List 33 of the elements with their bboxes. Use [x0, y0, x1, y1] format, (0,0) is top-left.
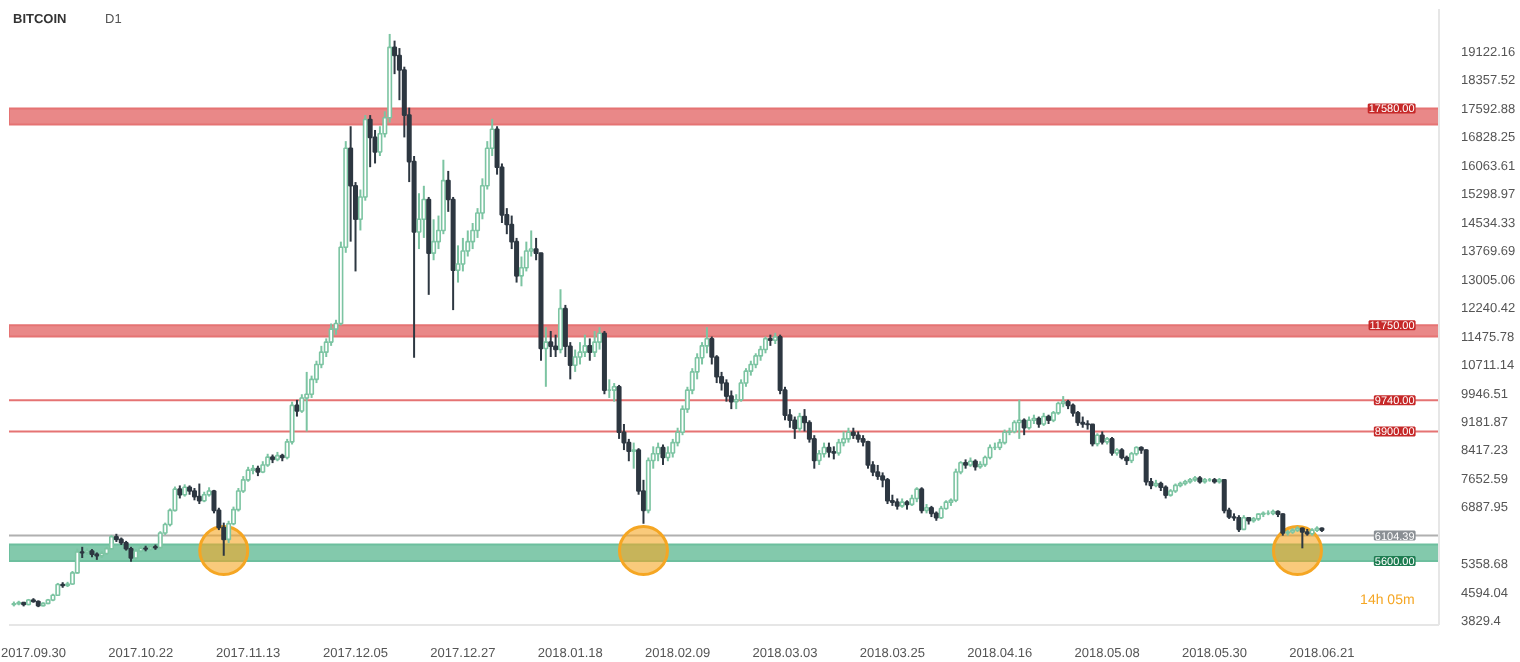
candlestick: [1299, 526, 1305, 550]
candlestick: [1109, 436, 1115, 457]
candlestick: [577, 341, 583, 366]
candlestick: [367, 114, 373, 169]
candlestick: [1221, 478, 1227, 515]
candlestick: [592, 329, 598, 359]
candlestick: [865, 439, 871, 470]
candlestick: [582, 333, 588, 359]
candlestick: [723, 378, 729, 403]
candlestick: [196, 482, 202, 506]
candlestick: [553, 333, 559, 359]
candlestick: [660, 443, 666, 466]
candlestick: [572, 348, 578, 373]
candlestick: [611, 382, 617, 403]
candlestick: [1089, 423, 1095, 448]
candlestick: [557, 288, 564, 355]
candlestick: [1016, 398, 1022, 440]
candlestick: [884, 476, 891, 506]
candlestick: [792, 415, 798, 440]
candlestick: [631, 441, 637, 470]
candlestick: [953, 467, 959, 504]
candlestick: [304, 370, 310, 433]
candlestick: [543, 326, 549, 388]
candlestick: [797, 411, 803, 433]
candlestick: [455, 244, 461, 284]
candlestick: [1143, 448, 1149, 487]
candlestick: [597, 326, 603, 351]
candlestick: [587, 337, 593, 362]
candlestick: [1280, 512, 1286, 537]
candlestick: [919, 486, 925, 515]
candlestick: [431, 218, 437, 262]
candlestick: [548, 329, 554, 359]
candlestick: [416, 192, 422, 251]
